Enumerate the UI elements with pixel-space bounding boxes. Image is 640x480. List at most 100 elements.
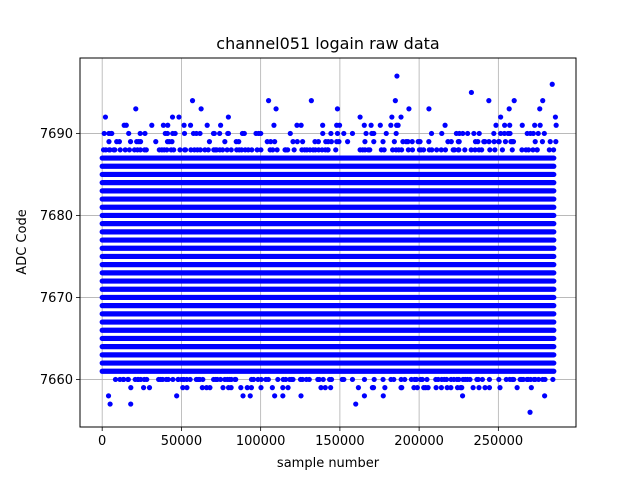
data-point xyxy=(467,376,473,383)
data-point-outlier xyxy=(128,401,134,407)
data-point xyxy=(320,122,326,128)
data-point xyxy=(498,114,504,120)
data-point xyxy=(258,385,264,391)
data-point xyxy=(409,139,415,145)
data-point xyxy=(228,376,234,383)
data-point xyxy=(507,130,513,137)
data-point xyxy=(520,376,526,383)
data-point xyxy=(247,393,253,399)
data-point xyxy=(413,376,420,383)
data-point xyxy=(187,376,193,383)
data-point xyxy=(181,122,187,128)
data-point xyxy=(502,122,508,128)
data-point xyxy=(172,130,178,137)
data-point xyxy=(160,376,166,383)
data-point xyxy=(290,376,296,383)
data-point xyxy=(273,106,279,112)
data-point xyxy=(491,139,497,145)
data-point xyxy=(184,385,190,391)
x-tick-label: 0 xyxy=(98,434,106,449)
data-point xyxy=(333,147,339,153)
data-point xyxy=(101,130,107,137)
data-point xyxy=(438,385,444,391)
data-point xyxy=(177,147,183,153)
data-point xyxy=(143,147,149,153)
data-point xyxy=(486,139,492,145)
data-point xyxy=(380,376,386,383)
data-point xyxy=(315,139,321,145)
data-point xyxy=(272,393,278,399)
data-point xyxy=(149,122,155,128)
data-point xyxy=(456,147,462,153)
data-point xyxy=(290,139,296,145)
data-point xyxy=(493,122,499,128)
data-point xyxy=(439,130,445,137)
x-tick-label: 200000 xyxy=(394,434,444,449)
data-point xyxy=(370,385,377,391)
data-point xyxy=(123,122,129,128)
data-point xyxy=(433,385,439,391)
data-point xyxy=(206,139,213,145)
data-point xyxy=(222,139,228,145)
data-point xyxy=(487,147,493,153)
data-point xyxy=(361,122,367,128)
data-point xyxy=(530,130,536,137)
data-point xyxy=(398,114,404,120)
data-point xyxy=(294,122,300,128)
data-point xyxy=(294,139,300,145)
data-point-outlier xyxy=(394,73,400,79)
data-point xyxy=(525,147,532,153)
data-point xyxy=(393,130,399,137)
data-point xyxy=(165,122,171,128)
data-point xyxy=(371,130,377,137)
data-point xyxy=(197,147,203,153)
data-point xyxy=(125,376,131,383)
data-point xyxy=(328,139,334,145)
data-point xyxy=(426,106,432,112)
data-point xyxy=(528,385,534,391)
data-point xyxy=(144,376,150,383)
data-point xyxy=(285,147,291,153)
data-point xyxy=(205,147,211,153)
data-point xyxy=(510,139,517,145)
data-point xyxy=(241,130,247,137)
data-point xyxy=(399,385,405,391)
data-point xyxy=(470,385,476,391)
x-tick-label: 50000 xyxy=(161,434,202,449)
data-point xyxy=(116,139,122,145)
y-axis-label: ADC Code xyxy=(15,209,30,274)
data-point xyxy=(507,122,513,128)
data-point xyxy=(395,122,401,128)
data-point xyxy=(414,385,420,391)
data-point xyxy=(550,147,557,153)
data-point xyxy=(511,376,517,383)
data-point xyxy=(299,376,306,383)
data-point xyxy=(298,122,304,128)
data-point xyxy=(355,385,362,391)
data-point xyxy=(117,147,123,153)
data-point xyxy=(336,122,343,128)
data-point xyxy=(126,147,133,153)
data-point xyxy=(380,139,386,145)
data-point xyxy=(539,139,546,145)
data-point xyxy=(268,139,274,145)
data-point xyxy=(169,114,176,120)
data-point xyxy=(499,147,506,153)
data-point xyxy=(217,130,223,137)
data-point xyxy=(238,385,244,391)
data-point xyxy=(137,147,143,153)
data-point xyxy=(383,130,389,137)
data-point xyxy=(479,376,486,383)
data-point xyxy=(250,376,257,383)
data-point xyxy=(406,106,412,112)
data-point xyxy=(451,147,458,153)
data-point xyxy=(233,376,239,383)
data-point xyxy=(328,130,334,137)
data-point xyxy=(530,147,536,153)
data-point xyxy=(380,393,386,399)
data-point xyxy=(275,376,281,383)
data-point xyxy=(476,130,482,137)
x-tick-label: 150000 xyxy=(315,434,365,449)
data-point xyxy=(405,147,411,153)
data-point xyxy=(318,385,324,391)
